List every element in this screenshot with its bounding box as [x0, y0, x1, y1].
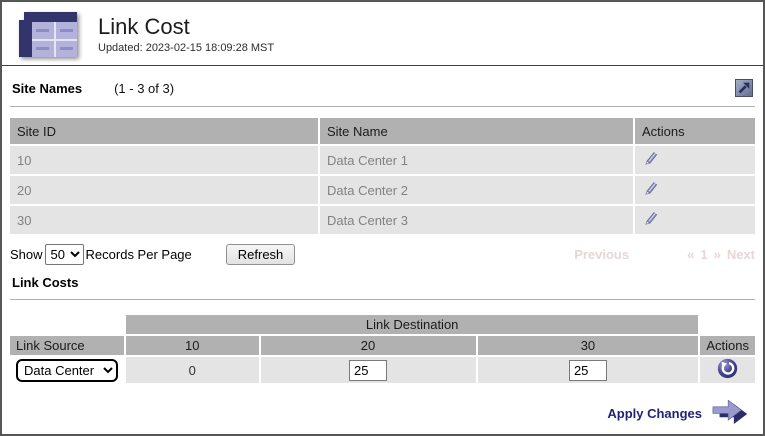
link-destination-header-row: Link Destination [10, 315, 755, 334]
updated-timestamp: Updated: 2023-02-15 18:09:28 MST [98, 42, 275, 54]
cost-to-20-input[interactable] [349, 359, 388, 381]
site-id-cell: 20 [10, 176, 318, 204]
link-source-header: Link Source [10, 336, 124, 355]
site-name-cell: Data Center 2 [320, 176, 633, 204]
pagination: Previous « 1 » Next [574, 247, 755, 262]
page-title: Link Cost [98, 14, 190, 39]
site-name-cell: Data Center 1 [320, 146, 633, 174]
table-row: 10 Data Center 1 [10, 146, 755, 174]
link-destination-header: Link Destination [126, 315, 699, 334]
link-costs-table: Link Destination Link Source 10 20 30 Ac… [8, 313, 757, 385]
dest-col-20: 20 [260, 336, 476, 355]
site-id-cell: 10 [10, 146, 318, 174]
actions-header: Actions [700, 336, 755, 355]
table-row: 30 Data Center 3 [10, 206, 755, 234]
divider [10, 299, 755, 300]
site-name-cell: Data Center 3 [320, 206, 633, 234]
apply-changes-row: Apply Changes [2, 398, 751, 428]
link-costs-heading: Link Costs [12, 275, 79, 290]
page-size-select[interactable]: 50 [44, 243, 84, 265]
pencil-icon[interactable] [642, 180, 659, 197]
undo-icon[interactable] [717, 358, 738, 379]
current-page: 1 [700, 246, 708, 262]
col-actions: Actions [635, 118, 755, 144]
pencil-icon[interactable] [642, 150, 659, 167]
arrow-right-icon[interactable] [711, 398, 751, 428]
last-page-icon[interactable]: » [713, 246, 721, 262]
cost-to-10: 0 [126, 357, 259, 383]
divider [10, 106, 755, 107]
page-header: Link Cost Updated: 2023-02-15 18:09:28 M… [2, 2, 763, 66]
previous-link[interactable]: Previous [574, 246, 630, 262]
dest-col-10: 10 [126, 336, 259, 355]
link-costs-section-header: Link Costs [2, 267, 763, 290]
site-names-heading: Site Names [12, 80, 83, 96]
site-id-cell: 30 [10, 206, 318, 234]
link-source-select[interactable]: Data Center 1 [16, 358, 118, 382]
site-names-count: (1 - 3 of 3) [114, 80, 175, 96]
link-costs-subheader-row: Link Source 10 20 30 Actions [10, 336, 755, 355]
table-row: 20 Data Center 2 [10, 176, 755, 204]
pager-row: Show 50 Records Per Page Refresh Previou… [10, 241, 755, 267]
site-names-header-row: Site ID Site Name Actions [10, 118, 755, 144]
dest-col-30: 30 [477, 336, 699, 355]
link-cost-row: Data Center 1 0 [10, 357, 755, 383]
records-per-page-label: Records Per Page [85, 246, 192, 262]
first-page-icon[interactable]: « [687, 246, 695, 262]
next-link[interactable]: Next [726, 246, 755, 262]
table-grid-icon [19, 12, 77, 57]
col-site-name: Site Name [320, 118, 633, 144]
apply-changes-label[interactable]: Apply Changes [607, 405, 702, 421]
show-label: Show [10, 246, 43, 262]
site-names-table: Site ID Site Name Actions 10 Data Center… [8, 116, 757, 236]
col-site-id: Site ID [10, 118, 318, 144]
refresh-button[interactable]: Refresh [225, 243, 296, 265]
site-names-section-header: Site Names (1 - 3 of 3) [2, 66, 763, 97]
pencil-icon[interactable] [642, 210, 659, 227]
edit-arrow-icon[interactable] [735, 79, 753, 97]
cost-to-30-input[interactable] [568, 359, 607, 381]
